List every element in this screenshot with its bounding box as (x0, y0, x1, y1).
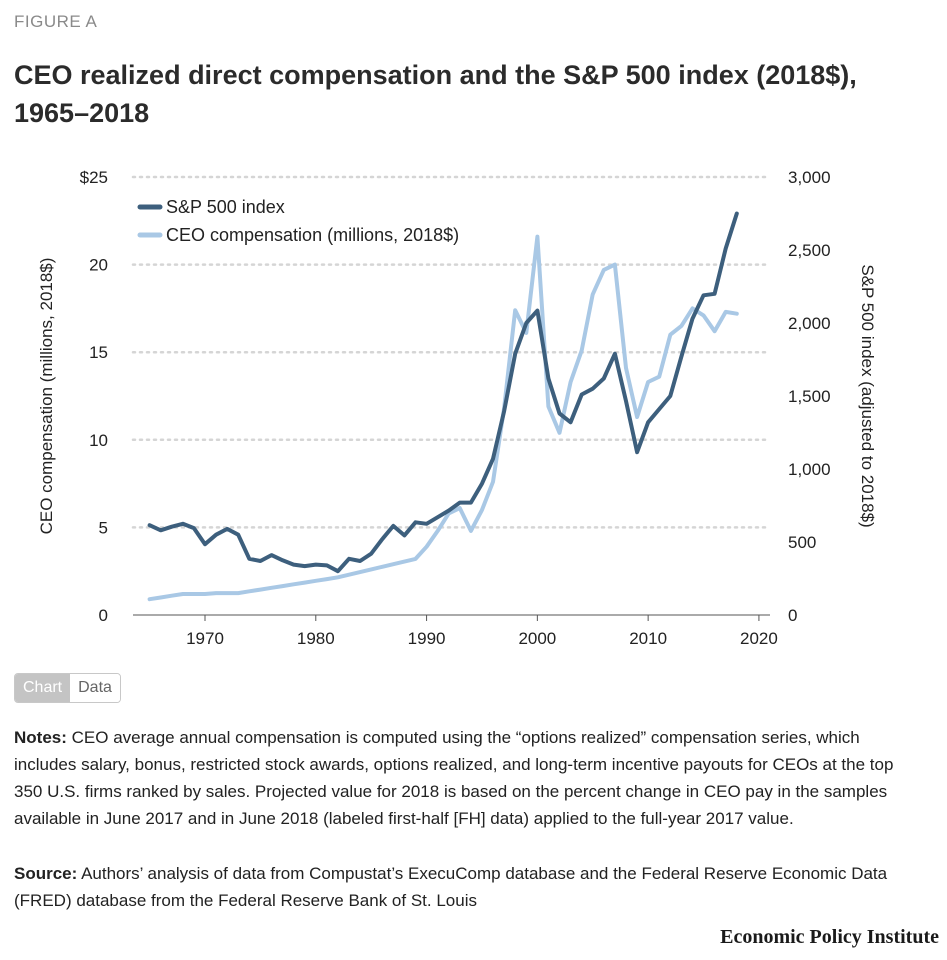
notes-label: Notes: (14, 728, 67, 747)
data-tab-button[interactable]: Data (70, 674, 120, 702)
chart-data-toggle: Chart Data (14, 673, 121, 703)
x-axis: 1970 1980 1990 2000 2010 2020 (133, 614, 778, 648)
right-tick-label: 0 (788, 606, 797, 625)
right-axis-title: S&P 500 index (adjusted to 2018$) (858, 264, 877, 527)
series-lines (147, 211, 739, 602)
right-tick-label: 1,000 (788, 460, 831, 479)
figure-label: FIGURE A (14, 12, 98, 31)
right-tick-label: 1,500 (788, 387, 831, 406)
legend-label-sp500: S&P 500 index (166, 197, 285, 217)
x-tick-label: 1970 (186, 629, 224, 648)
left-tick-label: 10 (89, 431, 108, 450)
left-tick-label: 5 (99, 518, 108, 537)
legend-label-ceo: CEO compensation (millions, 2018$) (166, 225, 459, 245)
right-tick-label: 2,500 (788, 241, 831, 260)
left-tick-label: 0 (99, 606, 108, 625)
x-tick-label: 1990 (408, 629, 446, 648)
right-tick-label: 500 (788, 533, 816, 552)
legend: S&P 500 index CEO compensation (millions,… (137, 197, 459, 245)
ceo-compensation-line (147, 234, 739, 602)
source: Source: Authors’ analysis of data from C… (14, 860, 914, 914)
left-tick-label: 15 (89, 343, 108, 362)
x-tick-label: 2020 (740, 629, 778, 648)
notes: Notes: CEO average annual compensation i… (14, 724, 914, 832)
source-text: Authors’ analysis of data from Compustat… (14, 864, 888, 910)
right-tick-label: 2,000 (788, 314, 831, 333)
x-tick-label: 2000 (518, 629, 556, 648)
sp500-line (147, 211, 739, 574)
left-axis: 0 5 10 15 20 $25 CEO compensation (millions, 2… (37, 168, 108, 625)
chart-title: CEO realized direct compensation and the… (14, 60, 857, 128)
line-chart: 1970 1980 1990 2000 2010 2020 0 5 10 15 20 $25 CEO … (37, 168, 877, 648)
left-tick-label: $25 (80, 168, 108, 187)
brand-logo: Economic Policy Institute (720, 926, 939, 948)
x-tick-label: 1980 (297, 629, 335, 648)
right-tick-label: 3,000 (788, 168, 831, 187)
source-label: Source: (14, 864, 78, 883)
chart-tab-button[interactable]: Chart (15, 674, 71, 702)
left-tick-label: 20 (89, 256, 108, 275)
notes-text: CEO average annual compensation is compu… (14, 728, 894, 828)
right-axis: 0 500 1,000 1,500 2,000 2,500 3,000 S&P 500 ind… (788, 168, 877, 625)
left-axis-title: CEO compensation (millions, 2018$) (37, 258, 56, 535)
x-tick-label: 2010 (629, 629, 667, 648)
